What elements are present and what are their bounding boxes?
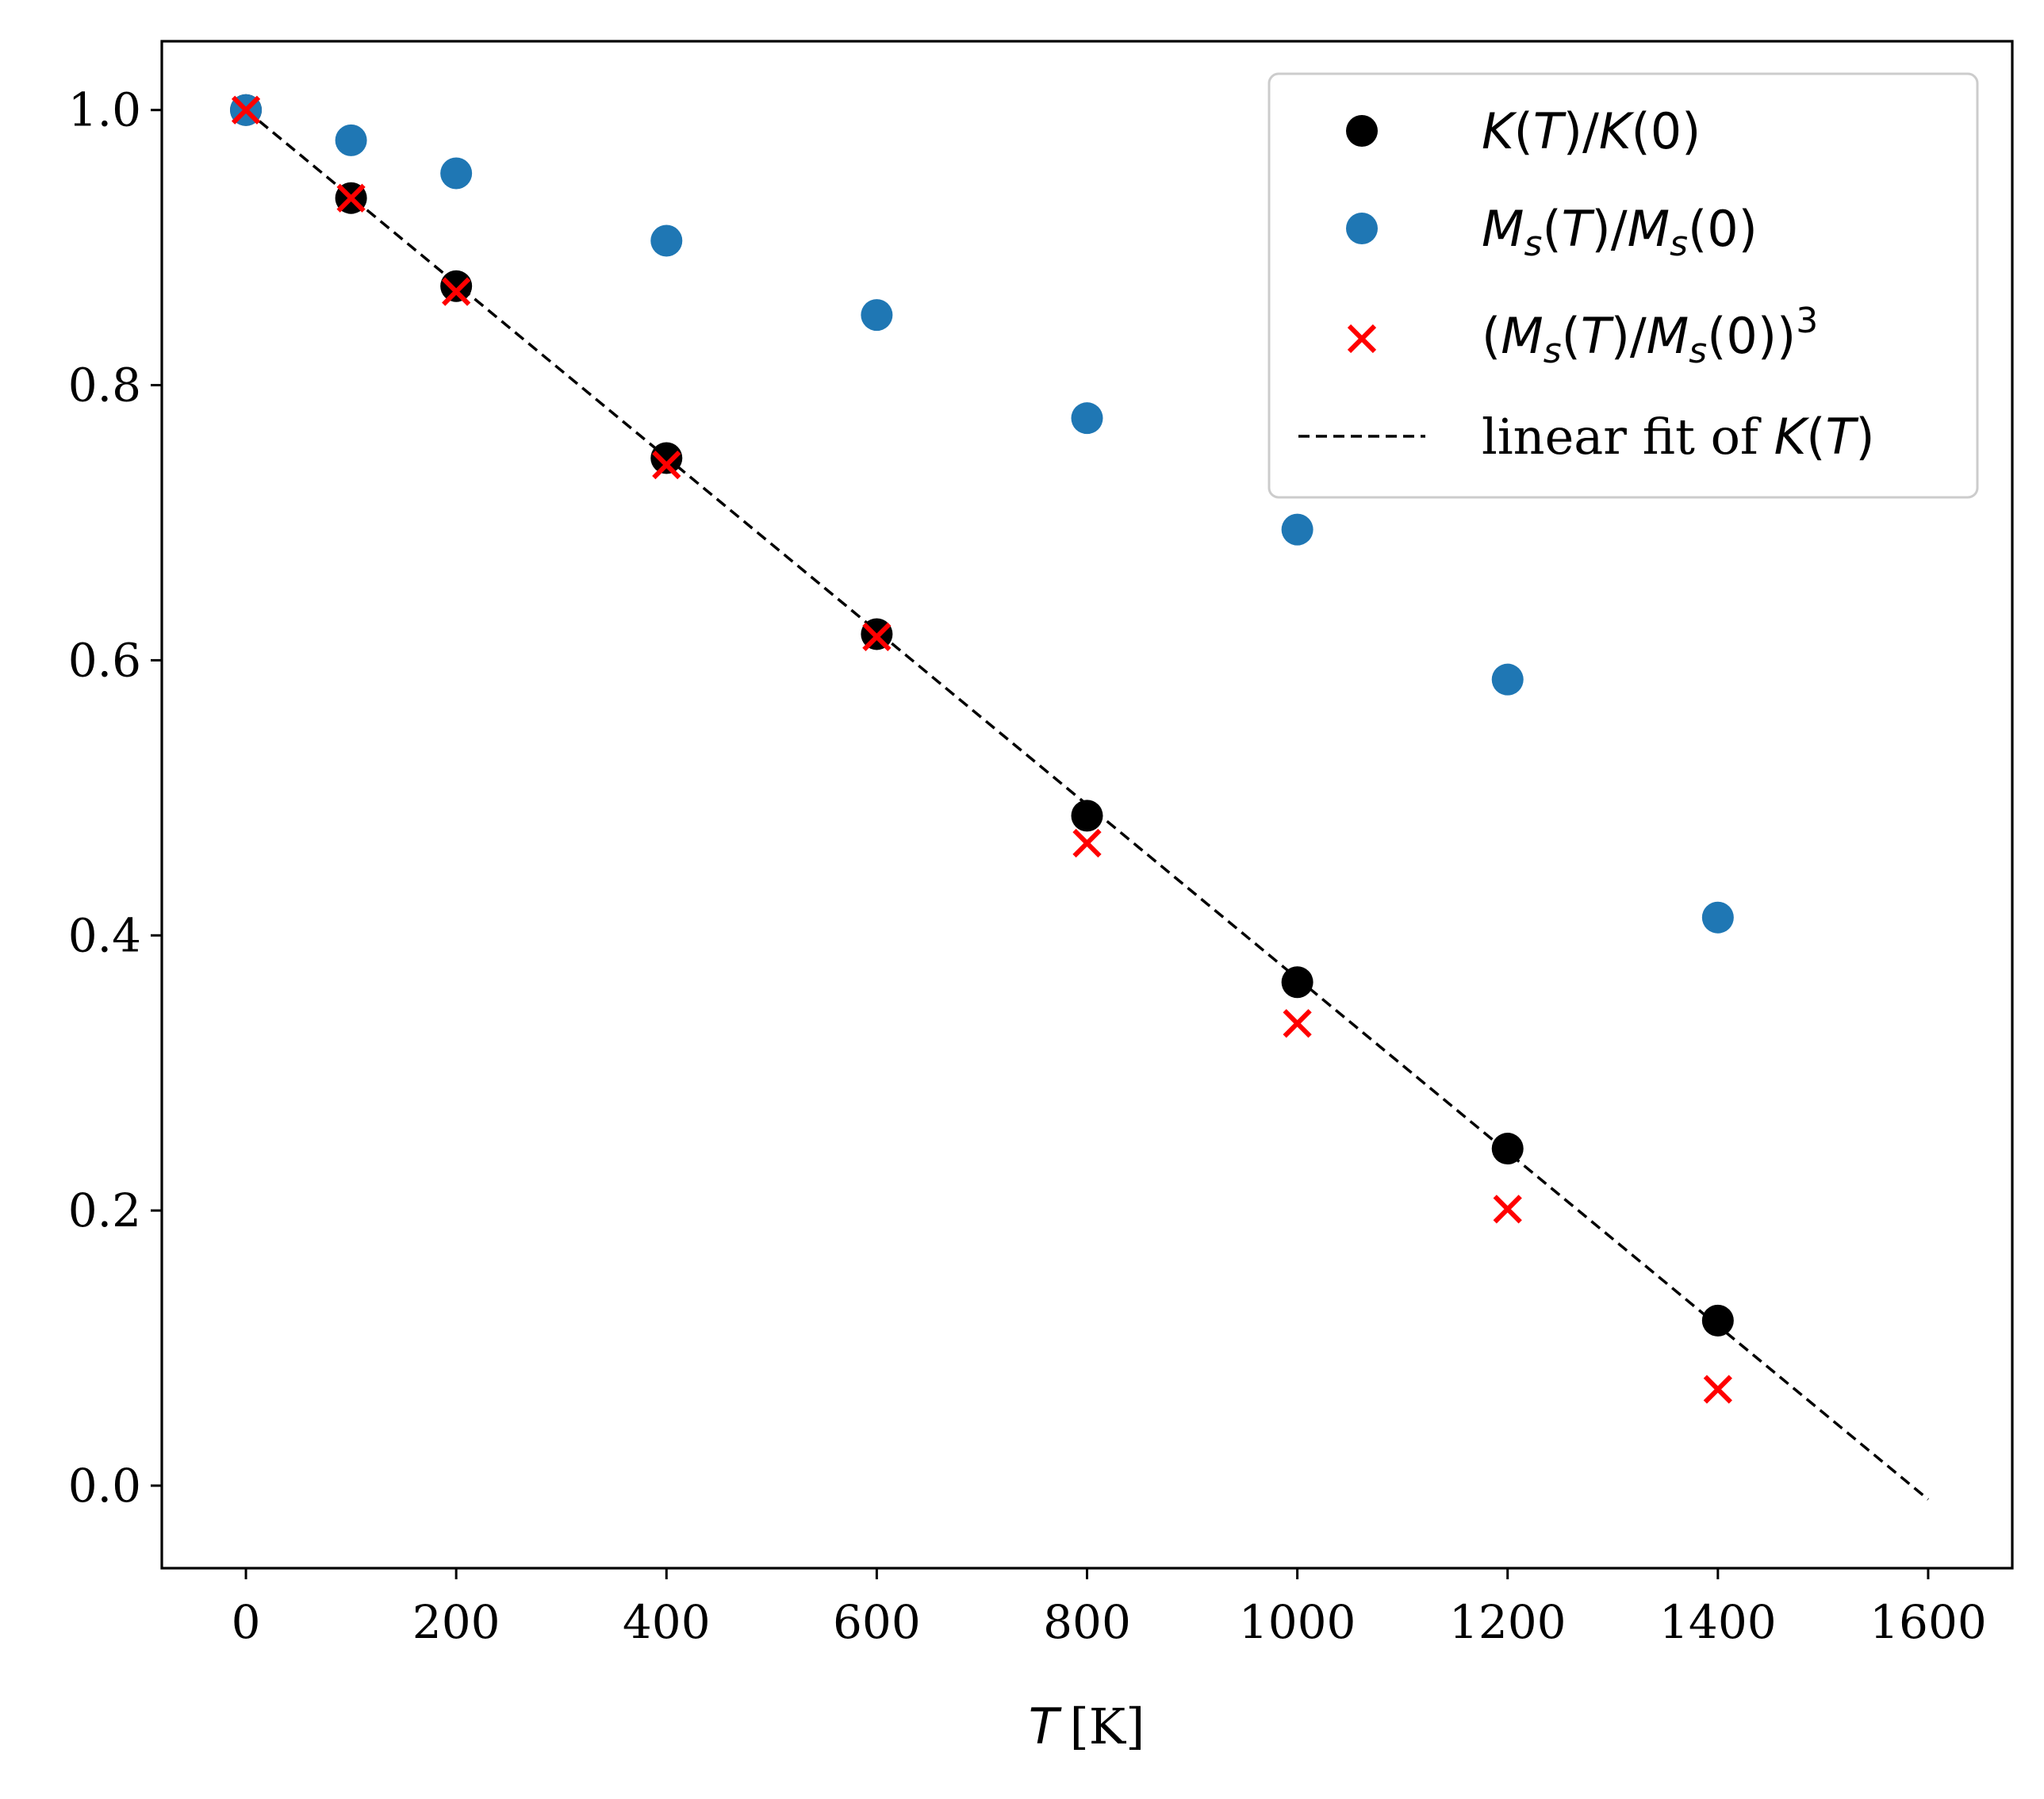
x-tick-label: 1600 — [1870, 1595, 1987, 1649]
ms-ratio-point — [650, 224, 683, 257]
y-tick-label: 0.2 — [68, 1183, 141, 1237]
ms-cubed-point — [862, 622, 892, 652]
ms-cubed-point — [1283, 1009, 1312, 1038]
ms-cubed-point — [1703, 1375, 1732, 1404]
k-ratio-point — [1281, 966, 1313, 999]
k-ratio-point — [650, 442, 683, 474]
axis-ticks: 0 200 400 600 800 1000 1200 1400 1600 0.0 0.2 0.4 0.… — [68, 83, 1987, 1649]
k-ratio-point — [1701, 1304, 1734, 1337]
ms-ratio-point — [1491, 663, 1524, 696]
legend: K(T)/K(0) Ms(T)/Ms(0) (Ms(T)/Ms(0))3 lin… — [1267, 72, 1979, 499]
axes-frame — [160, 40, 2014, 1570]
y-tick-label: 0.4 — [68, 908, 141, 962]
y-tick-label: 0.6 — [68, 633, 141, 687]
ms-ratio-point — [1281, 513, 1313, 546]
ms-ratio-point — [1701, 901, 1734, 934]
x-tick-label: 200 — [412, 1595, 500, 1649]
y-tick-label: 0.8 — [68, 359, 141, 412]
x-tick-label: 600 — [833, 1595, 921, 1649]
ms-ratio-point — [861, 299, 893, 332]
k-ratio-point — [1071, 800, 1103, 832]
legend-label-ms-cubed: (Ms(T)/Ms(0))3 — [1482, 301, 1818, 371]
x-tick-label: 800 — [1043, 1595, 1131, 1649]
plot-area — [230, 94, 1930, 1501]
y-tick-label: 0.0 — [68, 1459, 141, 1513]
x-axis-label: T [K] — [1029, 1697, 1145, 1755]
legend-label-k-ratio: K(T)/K(0) — [1482, 102, 1701, 160]
ms-cubed-point — [652, 451, 681, 480]
data-marks — [230, 94, 1734, 1404]
ms-cubed-point — [336, 183, 366, 213]
x-tick-label: 1400 — [1659, 1595, 1777, 1649]
x-tick-label: 0 — [232, 1595, 261, 1649]
x-tick-label: 1000 — [1239, 1595, 1356, 1649]
ms-cubed-point — [1072, 828, 1102, 858]
legend-marker-k-ratio — [1346, 115, 1378, 147]
ms-ratio-point — [1071, 402, 1103, 435]
x-tick-label: 400 — [623, 1595, 711, 1649]
x-tick-label: 1200 — [1449, 1595, 1567, 1649]
ms-cubed-point — [1493, 1195, 1522, 1224]
k-ratio-point — [440, 270, 473, 302]
k-ratio-point — [1491, 1133, 1524, 1165]
ms-ratio-point — [335, 124, 367, 156]
legend-marker-ms-cubed — [1347, 324, 1377, 354]
ms-cubed-point — [231, 95, 261, 125]
y-tick-label: 1.0 — [68, 83, 141, 137]
legend-label-ms-ratio: Ms(T)/Ms(0) — [1482, 200, 1758, 264]
legend-label-fit-line: linear fit of K(T) — [1482, 408, 1875, 466]
legend-box — [1267, 72, 1979, 499]
legend-marker-ms-ratio — [1346, 213, 1378, 244]
ms-ratio-point — [440, 157, 473, 190]
ms-cubed-point — [442, 277, 471, 306]
